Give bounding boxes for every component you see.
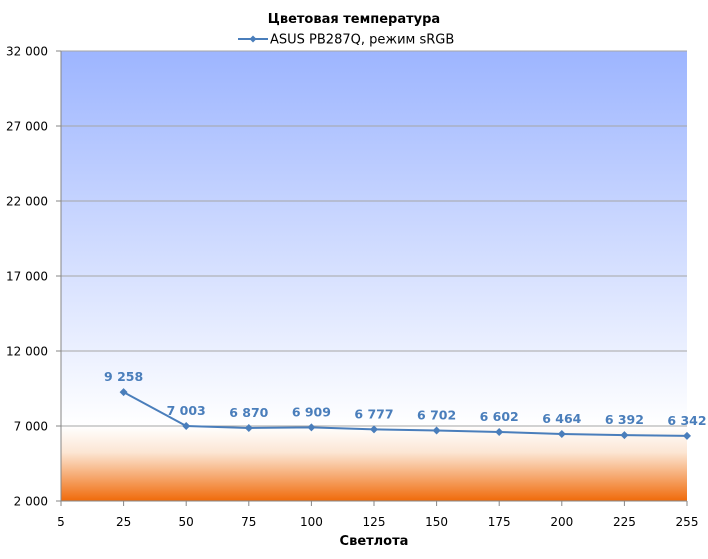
data-label: 7 003 [167, 403, 206, 418]
y-tick-label: 27 000 [6, 120, 48, 134]
x-axis-ticks: 5 25 50 75 100 125 150 175 200 225 255 [57, 501, 698, 529]
data-point-marker [620, 431, 629, 440]
legend: ASUS PB287Q, режим sRGB [238, 33, 454, 48]
data-label: 6 909 [292, 404, 331, 419]
data-label: 6 602 [480, 409, 519, 424]
data-labels: 9 258 7 003 6 870 6 909 6 777 6 702 6 602 6 464… [104, 369, 707, 428]
x-tick-label: 25 [116, 515, 131, 529]
y-axis-ticks: 2 000 7 000 12 000 17 000 22 000 27 000 32 000 [6, 45, 61, 509]
data-point-marker [683, 431, 691, 440]
x-tick-label: 5 [57, 515, 65, 529]
y-tick-label: 7 000 [14, 420, 48, 434]
plot-background-upper [61, 51, 687, 426]
y-tick-label: 32 000 [6, 45, 48, 59]
x-tick-label: 50 [179, 515, 194, 529]
data-point-marker [182, 421, 191, 430]
data-point-marker [307, 423, 316, 432]
chart-title: Цветовая температура [268, 12, 440, 27]
data-label: 6 702 [417, 407, 456, 422]
x-tick-label: 75 [241, 515, 256, 529]
data-label: 9 258 [104, 369, 143, 384]
data-label: 6 464 [542, 411, 581, 426]
x-tick-label: 125 [363, 515, 386, 529]
x-tick-label: 150 [425, 515, 448, 529]
data-label: 6 392 [605, 412, 644, 427]
data-label: 6 870 [229, 405, 268, 420]
data-label: 6 342 [667, 413, 706, 428]
x-axis-title: Светлота [340, 534, 409, 549]
x-tick-label: 255 [676, 515, 699, 529]
series-line [123, 391, 688, 437]
data-point-marker [244, 423, 253, 432]
grid-lines [61, 50, 687, 427]
data-point-marker [119, 388, 128, 397]
y-tick-label: 12 000 [6, 345, 48, 359]
x-tick-label: 225 [613, 515, 636, 529]
data-point-marker [495, 427, 504, 436]
x-tick-label: 175 [488, 515, 511, 529]
plot-background-lower [61, 426, 687, 501]
y-tick-label: 22 000 [6, 195, 48, 209]
data-point-marker [557, 430, 566, 439]
series-layer [119, 388, 691, 440]
data-point-marker [370, 425, 378, 434]
x-tick-label: 200 [550, 515, 573, 529]
data-point-marker [432, 426, 441, 435]
data-label: 6 777 [354, 406, 393, 421]
legend-diamond-icon [249, 35, 257, 43]
legend-label: ASUS PB287Q, режим sRGB [270, 33, 454, 48]
y-tick-label: 2 000 [14, 495, 48, 509]
x-tick-label: 100 [300, 515, 323, 529]
y-tick-label: 17 000 [6, 270, 48, 284]
